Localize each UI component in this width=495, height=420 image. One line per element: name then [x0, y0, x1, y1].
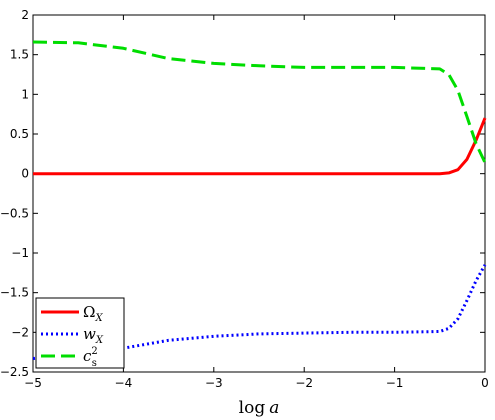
legend-label: ΩX	[83, 303, 103, 324]
y-axis-ticks: −2.5 −2 −1.5 −1 −0.5 0 0.5 1 1.5 2	[0, 8, 485, 379]
series-layer	[32, 40, 487, 360]
x-tick-label: −1	[386, 376, 404, 390]
x-tick-label: −4	[115, 376, 133, 390]
series-line	[32, 264, 487, 360]
x-tick-label: −2	[295, 376, 313, 390]
x-tick-label: −5	[24, 376, 42, 390]
y-tick-label: −0.5	[0, 206, 29, 220]
y-tick-label: 0	[21, 167, 29, 181]
x-tick-label: −3	[205, 376, 223, 390]
legend-label: wX	[83, 325, 104, 346]
y-tick-label: −2.5	[0, 365, 29, 379]
y-tick-label: 0.5	[10, 127, 29, 141]
y-tick-label: 2	[21, 8, 29, 22]
x-axis-label: log a	[239, 398, 280, 418]
y-tick-label: −1.5	[0, 286, 29, 300]
y-tick-label: −1	[11, 246, 29, 260]
y-tick-label: 1	[21, 87, 29, 101]
legend-label: c2 s	[83, 346, 98, 369]
x-axis-ticks: −5 −4 −3 −2 −1 0	[24, 15, 489, 390]
x-tick-label: 0	[481, 376, 489, 390]
series-line	[33, 117, 487, 176]
y-tick-label: −2	[11, 325, 29, 339]
series-line	[32, 40, 487, 164]
y-tick-label: 1.5	[10, 48, 29, 62]
